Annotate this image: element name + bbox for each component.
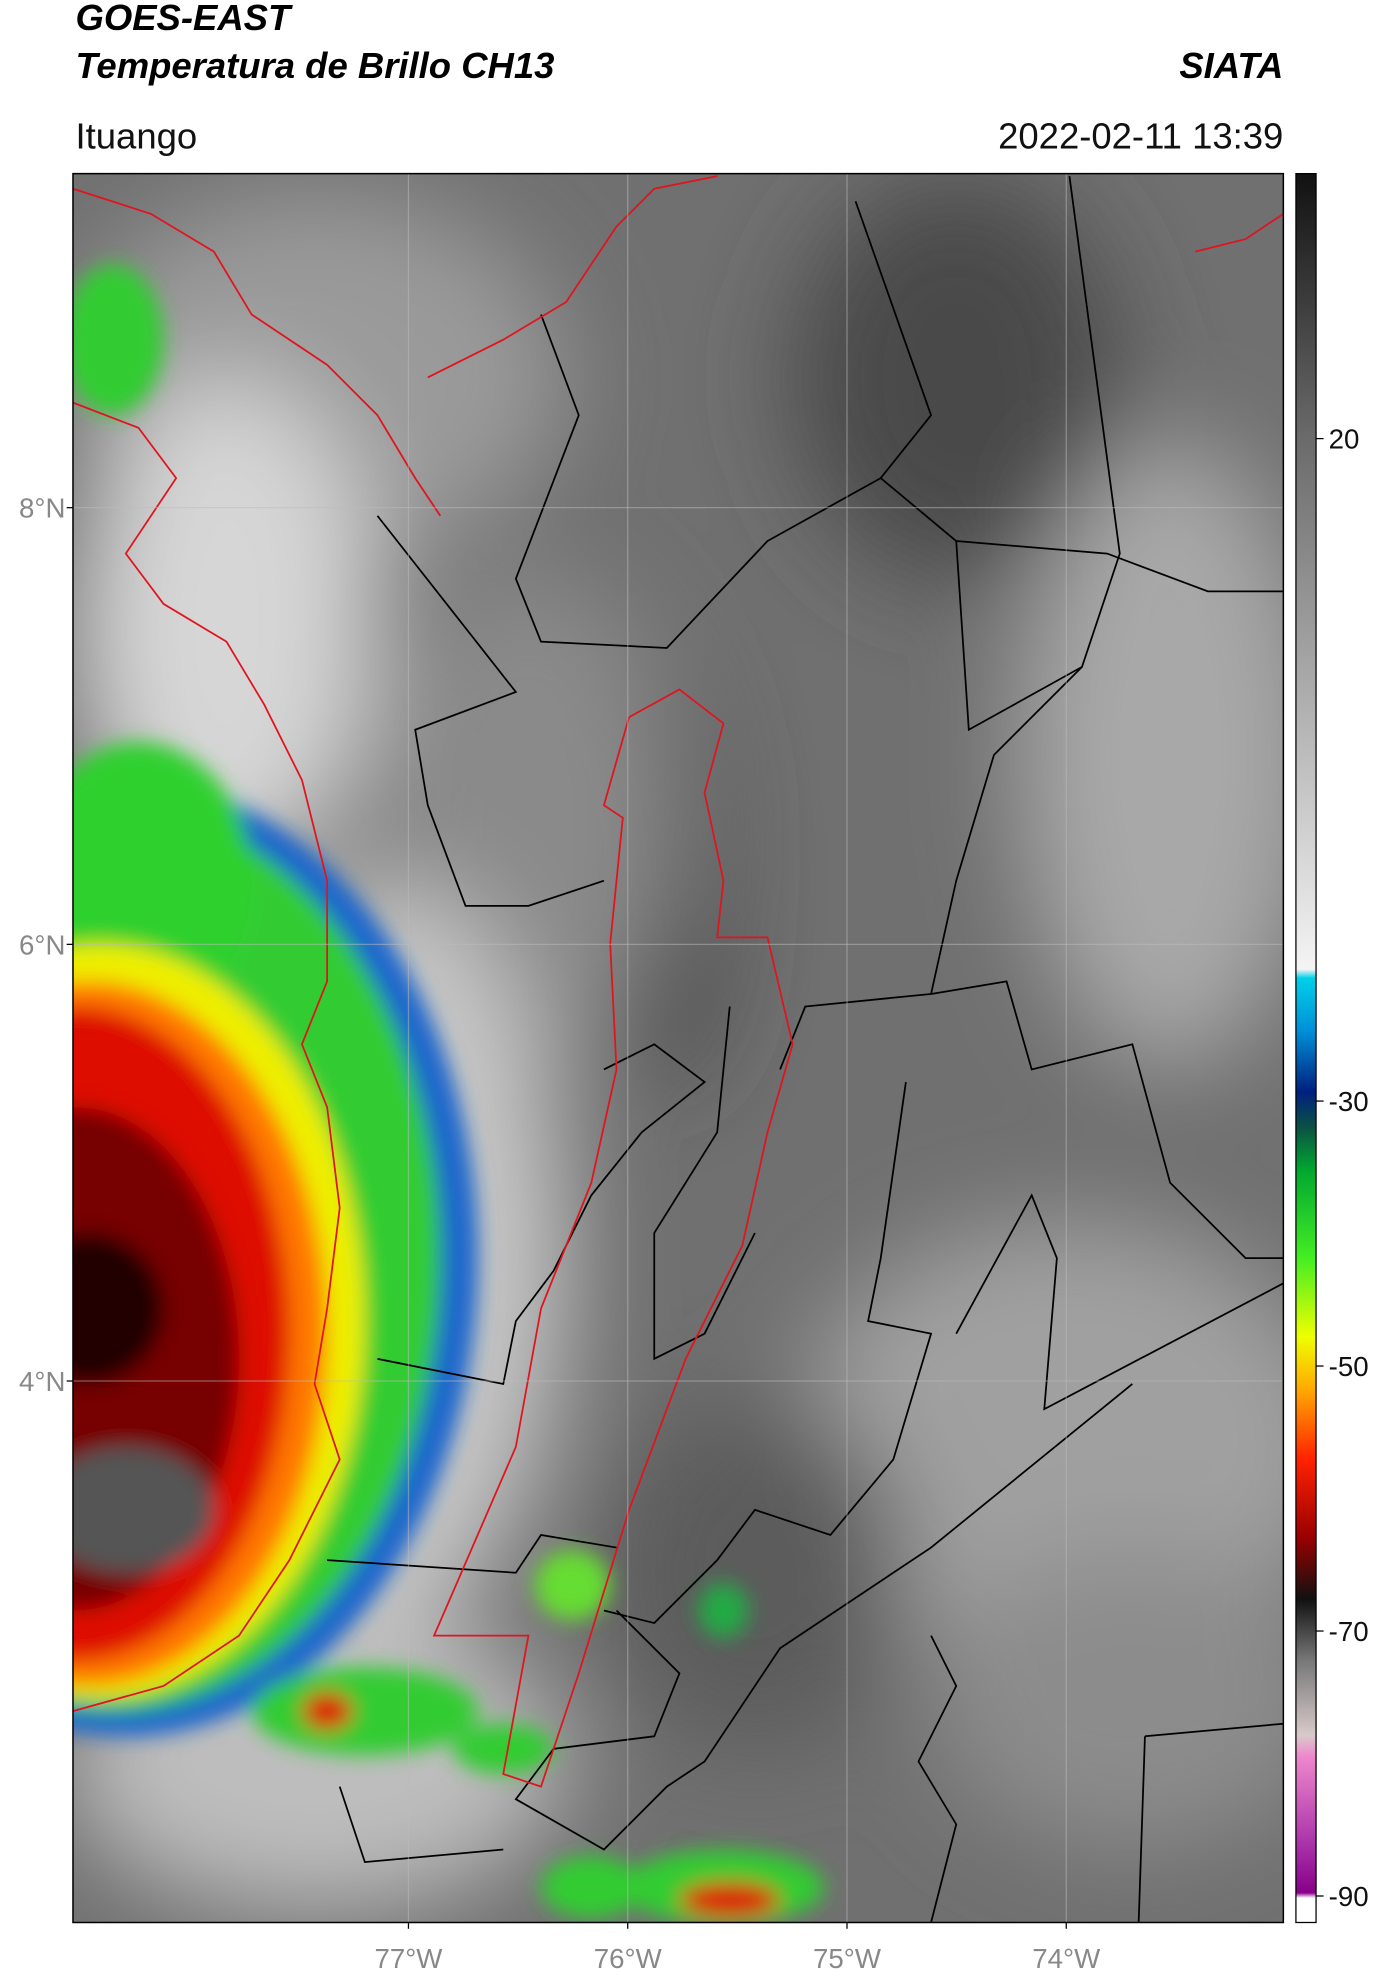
colorbar <box>1295 172 1317 1924</box>
colorbar-tick-label: -50 <box>1329 1351 1369 1382</box>
location: Ituango <box>75 115 197 156</box>
y-tick-label: 4°N <box>19 1366 65 1397</box>
subtitle: Temperatura de Brillo CH13 <box>75 45 554 86</box>
source: SIATA <box>1179 45 1283 86</box>
satellite-image <box>72 173 1284 1923</box>
datetime: 2022-02-11 13:39 <box>998 115 1283 156</box>
colorbar-tick-label: -90 <box>1329 1881 1369 1912</box>
map-frame <box>72 172 1285 1924</box>
y-tick-label: 6°N <box>19 929 65 960</box>
y-tick-label: 8°N <box>19 493 65 524</box>
grid-layer <box>72 173 1284 1923</box>
x-tick-label: 75°W <box>813 1943 882 1974</box>
x-tick-label: 76°W <box>594 1943 663 1974</box>
colorbar-tick-label: 20 <box>1329 424 1360 455</box>
title: GOES-EAST <box>75 0 293 38</box>
x-tick-label: 77°W <box>374 1943 443 1974</box>
colorbar-tick-label: -30 <box>1329 1086 1369 1117</box>
x-tick-label: 74°W <box>1032 1943 1101 1974</box>
tick-layer: 77°W 76°W 75°W 74°W 8°N 6°N 4°N 20 -30 -50 -70 -90 <box>19 424 1369 1974</box>
colorbar-tick-label: -70 <box>1329 1616 1369 1647</box>
